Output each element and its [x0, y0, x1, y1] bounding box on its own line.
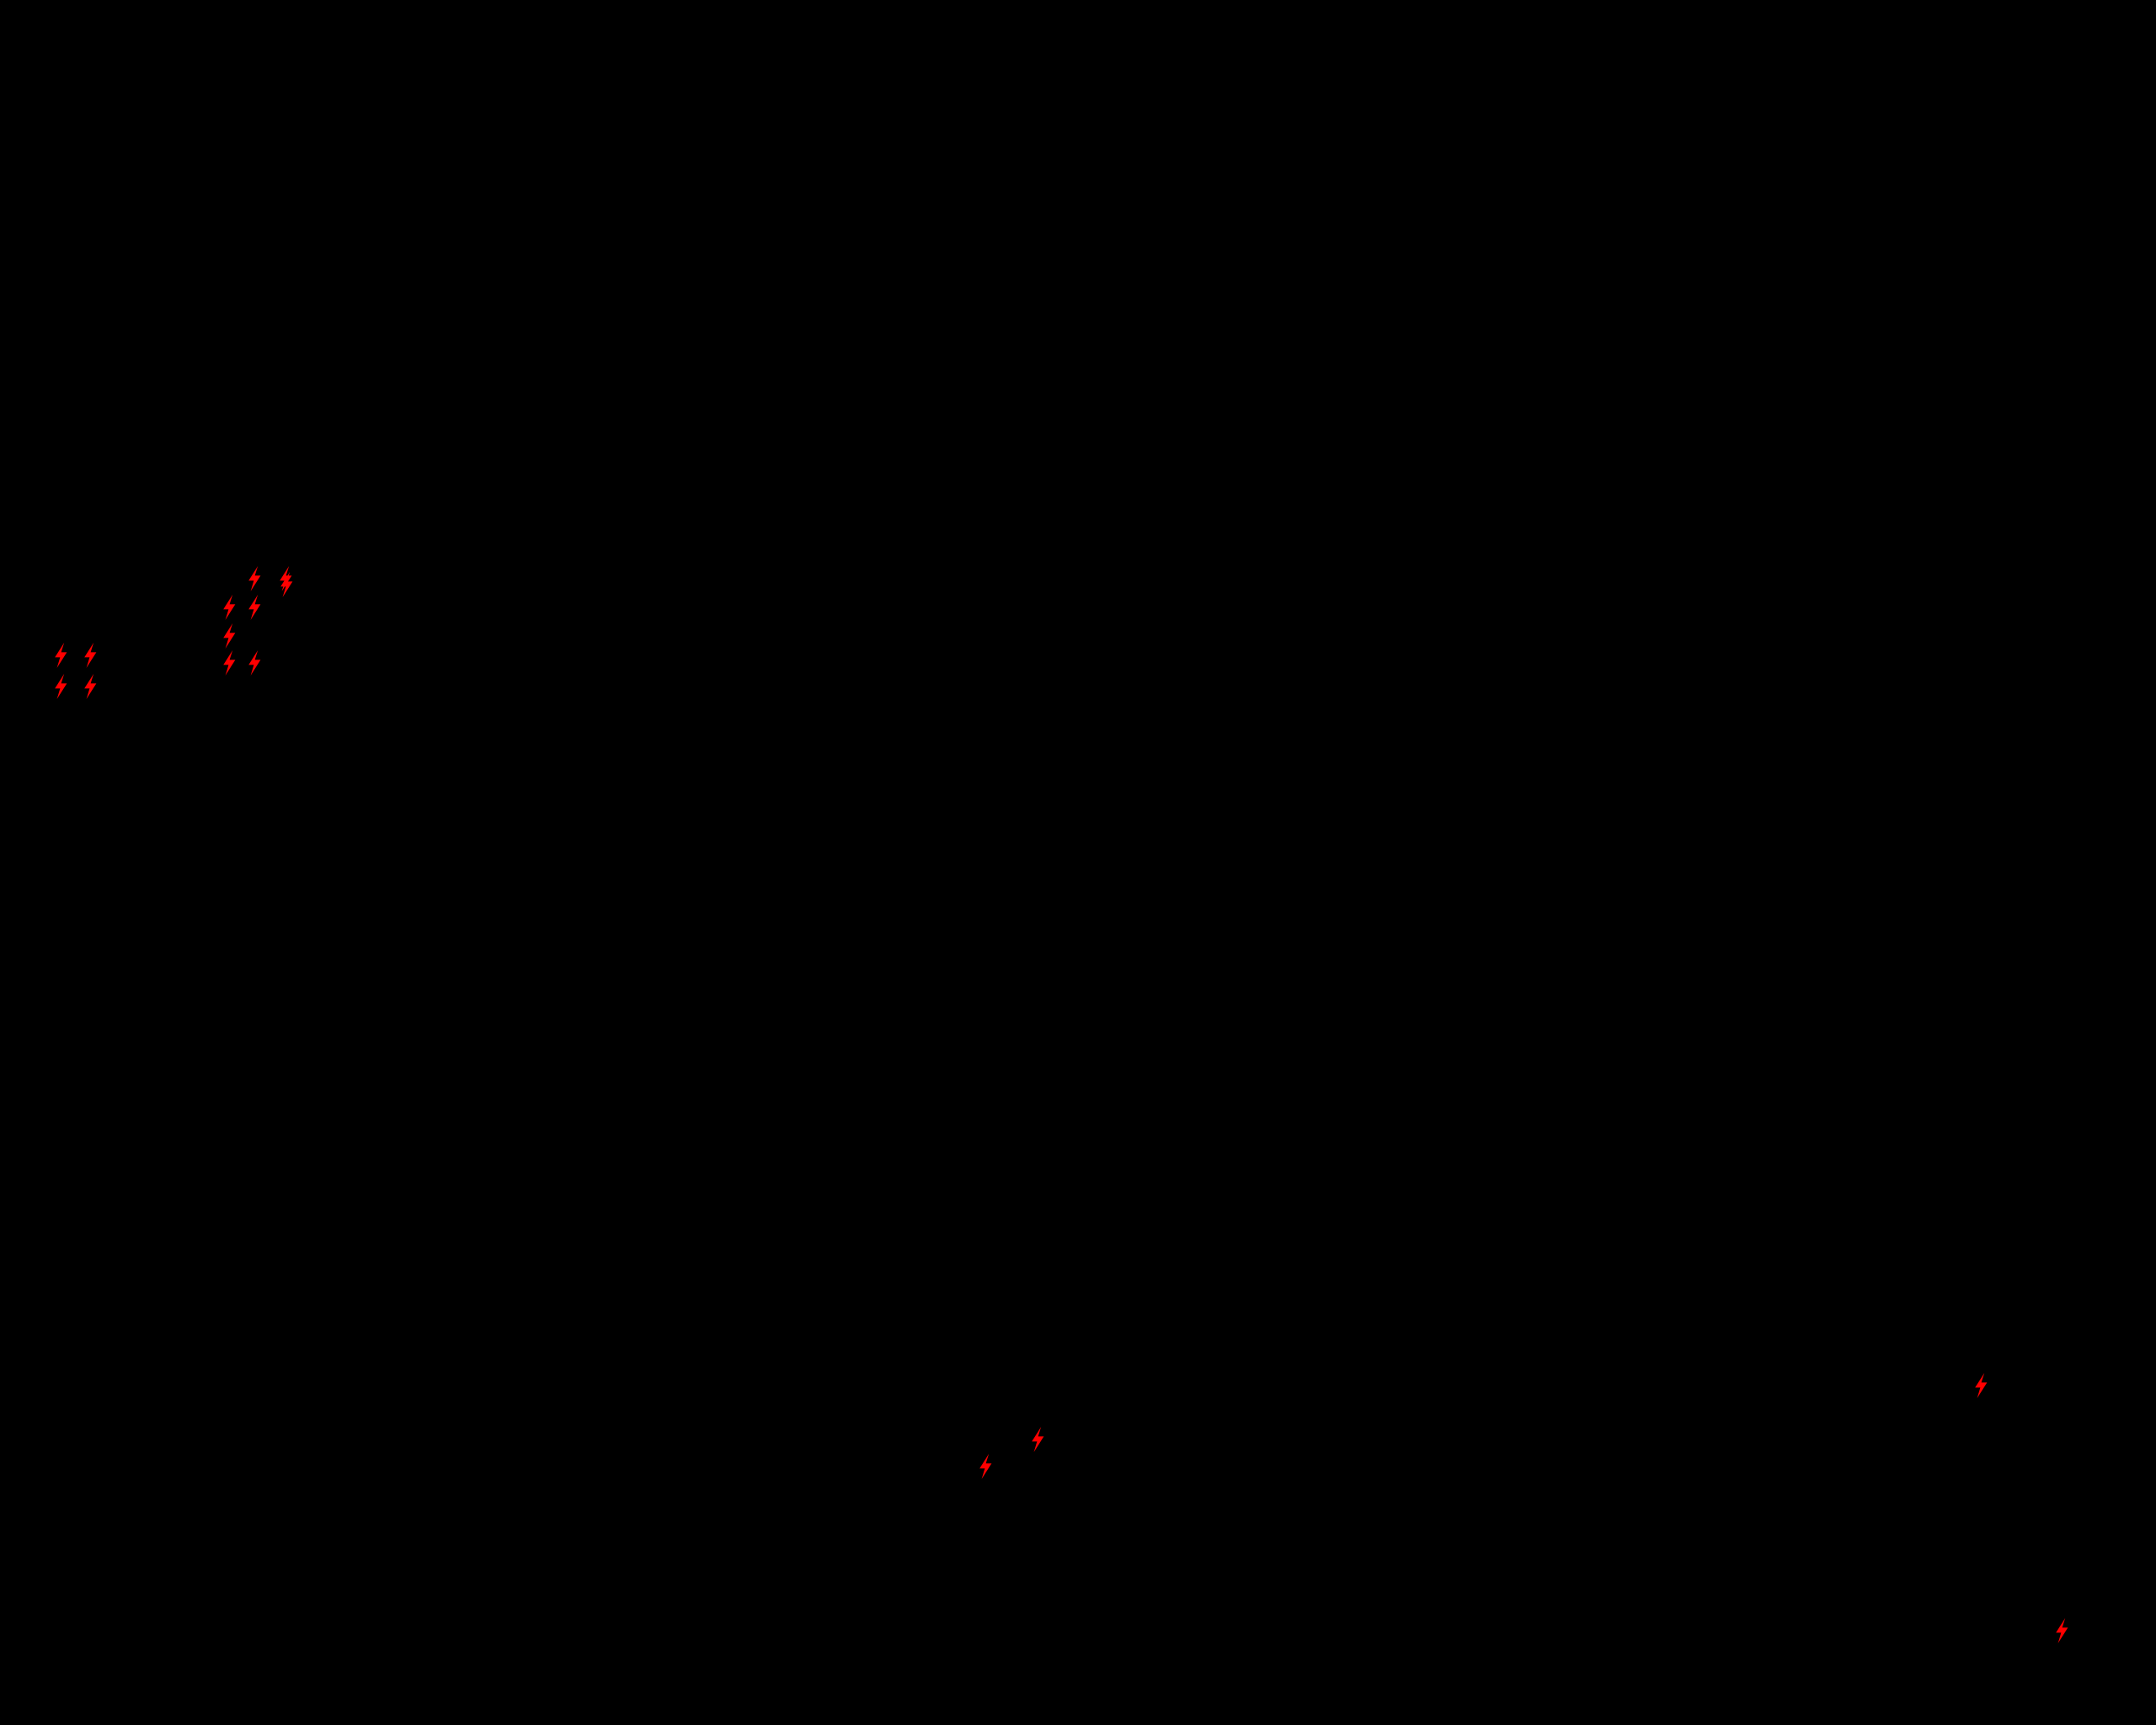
lightning-bolt-icon[interactable]: [2053, 1618, 2072, 1643]
lightning-bolt-icon[interactable]: [82, 643, 100, 668]
lightning-bolt-icon[interactable]: [82, 674, 100, 699]
lightning-bolt-icon[interactable]: [977, 1454, 995, 1479]
lightning-bolt-icon[interactable]: [278, 572, 296, 597]
lightning-bolt-icon[interactable]: [52, 643, 71, 668]
lightning-bolt-icon[interactable]: [1029, 1427, 1048, 1452]
lightning-bolt-icon[interactable]: [246, 566, 264, 591]
lightning-bolt-icon[interactable]: [246, 650, 264, 676]
lightning-bolt-icon[interactable]: [221, 623, 239, 649]
lightning-bolt-icon[interactable]: [1972, 1373, 1991, 1398]
lightning-bolt-icon[interactable]: [246, 595, 264, 620]
lightning-bolt-icon[interactable]: [221, 595, 239, 620]
lightning-bolt-icon[interactable]: [52, 674, 71, 699]
lightning-bolt-icon[interactable]: [221, 650, 239, 676]
